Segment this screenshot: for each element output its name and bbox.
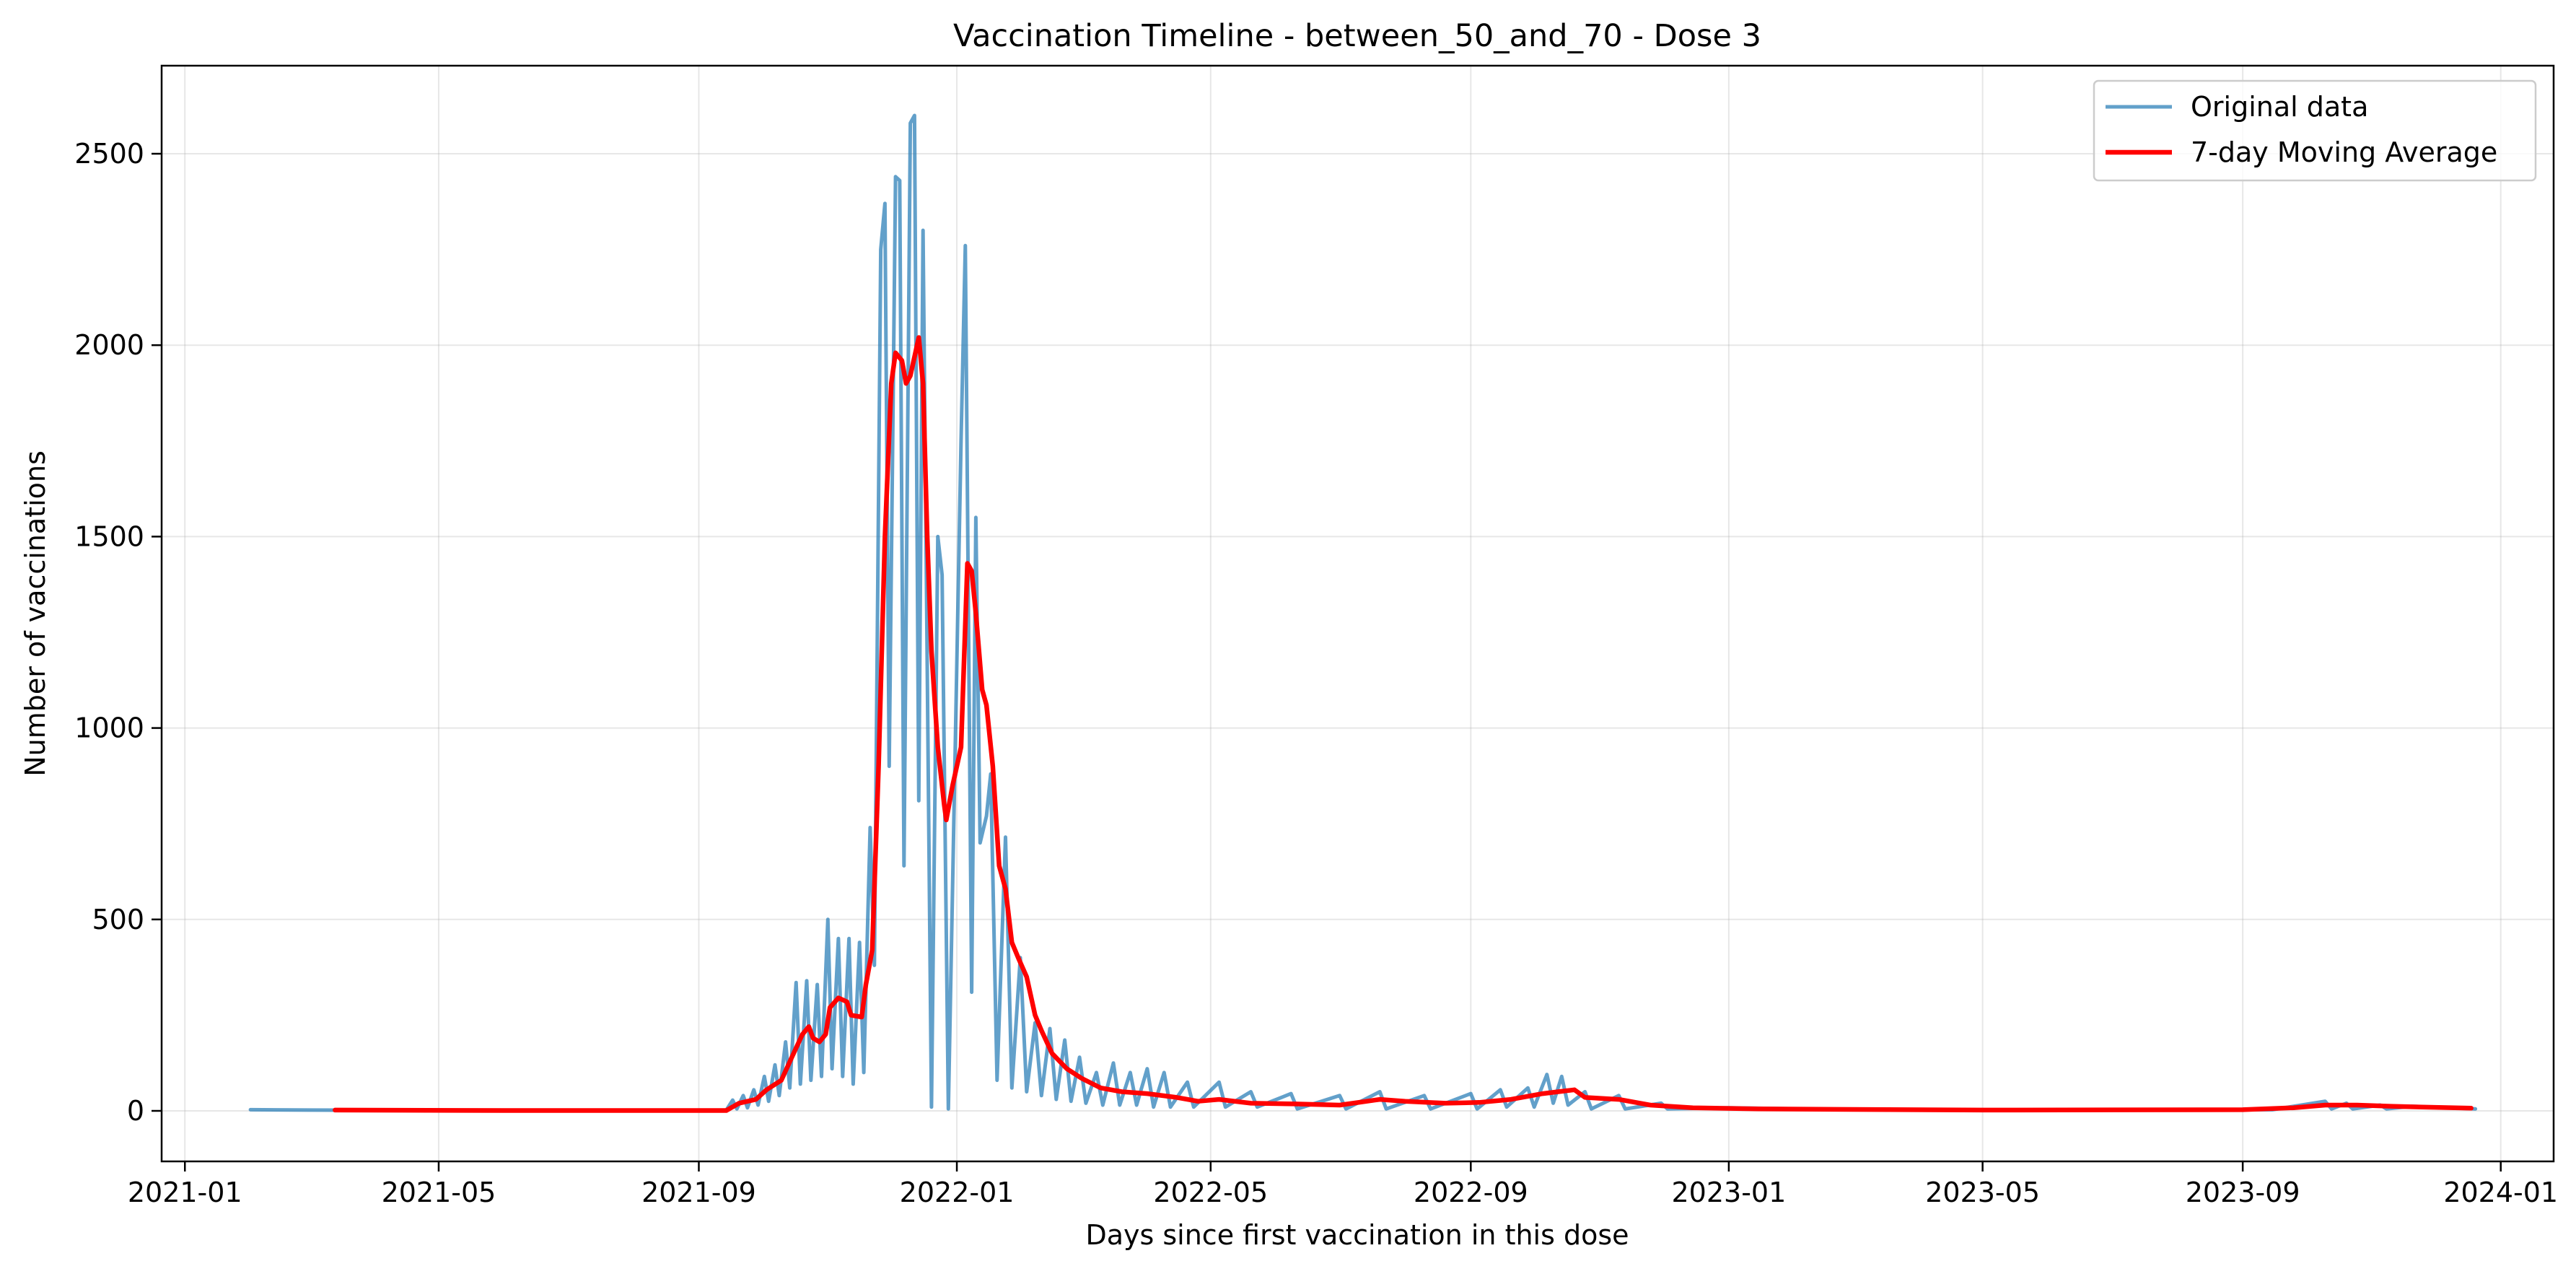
legend-label-moving-average: 7-day Moving Average	[2191, 136, 2497, 168]
plot-area	[162, 66, 2554, 1161]
x-tick-label-0: 2021-01	[128, 1177, 242, 1208]
y-tick-label-4: 2000	[74, 329, 144, 361]
y-tick-label-1: 500	[92, 904, 144, 935]
chart-title: Vaccination Timeline - between_50_and_70…	[953, 18, 1761, 54]
y-tick-label-5: 2500	[74, 138, 144, 170]
x-tick-label-8: 2023-09	[2186, 1177, 2300, 1208]
x-tick-label-5: 2022-09	[1414, 1177, 1528, 1208]
x-tick-label-3: 2022-01	[900, 1177, 1015, 1208]
plot-frame	[160, 64, 2555, 1163]
x-tick-label-9: 2024-01	[2443, 1177, 2558, 1208]
x-tick-label-1: 2021-05	[382, 1177, 496, 1208]
y-tick-label-2: 1000	[74, 712, 144, 744]
x-tick-label-2: 2021-09	[641, 1177, 756, 1208]
legend-frame	[2093, 79, 2537, 182]
series-moving-average-line	[333, 335, 2474, 1113]
y-tick-label-3: 1500	[74, 520, 144, 552]
legend-label-original: Original data	[2191, 91, 2368, 123]
y-tick-label-0: 0	[127, 1095, 144, 1127]
y-axis-label: Number of vaccinations	[19, 450, 51, 777]
y-axis: 0 500 1000 1500 2000 2500	[74, 138, 162, 1127]
x-axis: 2021-01 2021-05 2021-09 2022-01 2022-05 2022-…	[128, 1161, 2558, 1208]
x-tick-label-6: 2023-01	[1672, 1177, 1787, 1208]
x-tick-label-4: 2022-05	[1153, 1177, 1268, 1208]
series-layer	[248, 113, 2478, 1113]
legend: Original data 7-day Moving Average	[2093, 79, 2537, 182]
x-axis-label: Days since first vaccination in this dos…	[1085, 1219, 1629, 1251]
x-tick-label-7: 2023-05	[1925, 1177, 2040, 1208]
